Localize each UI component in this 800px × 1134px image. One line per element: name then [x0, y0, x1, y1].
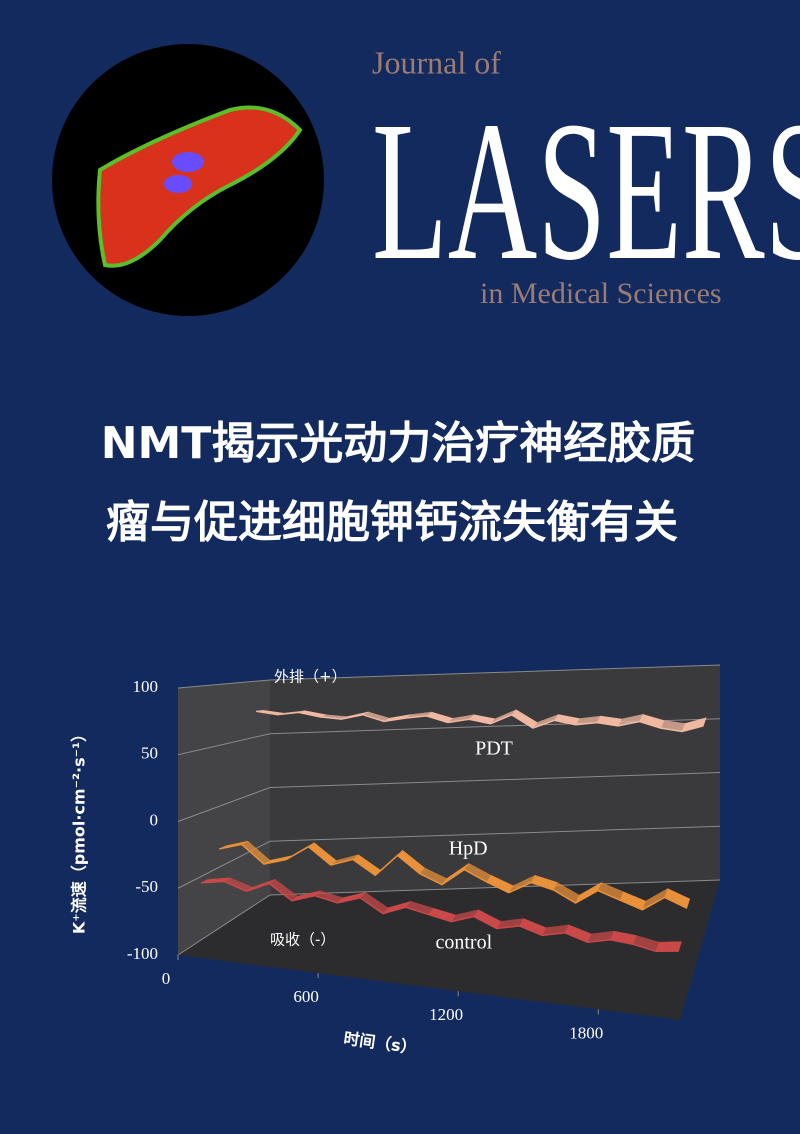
journal-suffix: in Medical Sciences — [480, 277, 722, 310]
headline: 瘤与促进细胞钾钙流失衡有关 — [106, 497, 678, 548]
ribbon-segment — [655, 941, 682, 952]
y-tick-label: -50 — [135, 877, 158, 896]
grid-line — [177, 772, 721, 822]
journal-prefix: Journal of — [372, 44, 501, 80]
y-axis-label: K⁺流速（pmol·cm⁻²·s⁻¹） — [70, 726, 89, 934]
x-tick-label: 1800 — [569, 1023, 603, 1042]
series-line — [200, 880, 679, 953]
series-line — [256, 710, 704, 733]
series-label: control — [436, 932, 493, 954]
x-tick-label: 0 — [162, 969, 171, 988]
chart: -100 -50 0 50 100 0 600 1200 1800 control HpD PDT 外排… — [70, 664, 721, 1058]
grid-line — [177, 825, 721, 889]
series-label: HpD — [449, 838, 488, 860]
x-tick-label: 1200 — [429, 1005, 463, 1024]
grid-line — [177, 664, 721, 689]
journal-name: LASERS — [372, 80, 800, 301]
series-label: PDT — [475, 738, 513, 760]
cell-image — [52, 44, 324, 316]
headline: NMT揭示光动力治疗神经胶质 — [101, 418, 696, 469]
grid-line — [177, 879, 721, 956]
y-tick-label: 100 — [133, 677, 159, 696]
annotation: 吸收（-） — [270, 931, 335, 949]
floor — [178, 880, 720, 1020]
y-tick-label: 0 — [150, 810, 159, 829]
y-tick-label: -100 — [127, 944, 158, 963]
x-tick-label: 600 — [293, 987, 319, 1006]
annotation: 外排（+） — [274, 668, 347, 686]
series-line — [219, 843, 688, 911]
y-tick-label: 50 — [141, 744, 158, 763]
